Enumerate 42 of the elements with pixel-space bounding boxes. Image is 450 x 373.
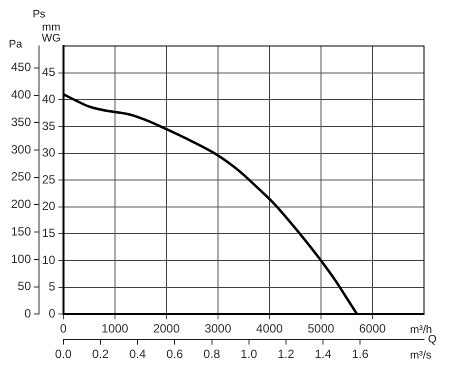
y2-tick-label: 200: [10, 197, 32, 212]
x2-tick-label: 0.2: [92, 347, 110, 362]
x2-tick-label: 1.4: [314, 347, 332, 362]
x2-tick-label: 0.6: [166, 347, 184, 362]
y2-tick-label: 250: [10, 170, 32, 184]
y-axis-title: mm WG: [42, 22, 61, 45]
x2-tick-label: 0.8: [203, 347, 220, 362]
y-tick-label: 45: [42, 65, 56, 80]
y-tick-label: 25: [42, 172, 56, 186]
y2-tick-label: 400: [10, 88, 32, 102]
y2-tick-label: 350: [10, 114, 32, 129]
x-tick-label: 3000: [204, 322, 232, 336]
y-tick-label: 40: [42, 92, 56, 106]
y2-axis-title: Pa: [8, 38, 24, 51]
x-tick-label: 2000: [153, 322, 180, 336]
x-tick-label: 4000: [256, 322, 284, 336]
text: Ps: [32, 8, 46, 21]
x2-tick-label: 0.0: [55, 347, 72, 362]
y-tick-label: 30: [42, 146, 56, 160]
x-tick-label: 1000: [102, 322, 129, 336]
y-tick-label: 5: [48, 280, 56, 294]
y2-tick-label: 450: [10, 60, 32, 74]
x2-tick-label: 1.2: [278, 347, 295, 362]
x2-tick-label: 0.4: [129, 347, 146, 362]
x-axis-title: m³/h: [410, 324, 432, 336]
y2-tick-label: 0: [24, 306, 32, 321]
y-tick-label: 15: [42, 226, 56, 240]
y-tick-label: 35: [42, 118, 56, 133]
y2-tick-label: 300: [10, 142, 32, 156]
x-tick-label: 0: [60, 322, 68, 336]
x2-tick-label: 1.6: [352, 347, 369, 362]
y-tick-label: 10: [42, 252, 56, 267]
x2-axis-title: m³/s: [410, 350, 432, 362]
y-tick-label: 0: [48, 306, 56, 321]
y2-tick-label: 50: [18, 279, 32, 294]
x2-tick-label: 1.0: [240, 347, 258, 362]
y-tick-label: 20: [42, 199, 56, 214]
text: Q: [428, 334, 437, 346]
x-tick-label: 6000: [359, 322, 386, 336]
y2-tick-label: 100: [10, 252, 32, 266]
y2-tick-label: 150: [10, 224, 32, 238]
x-tick-label: 5000: [308, 322, 335, 336]
